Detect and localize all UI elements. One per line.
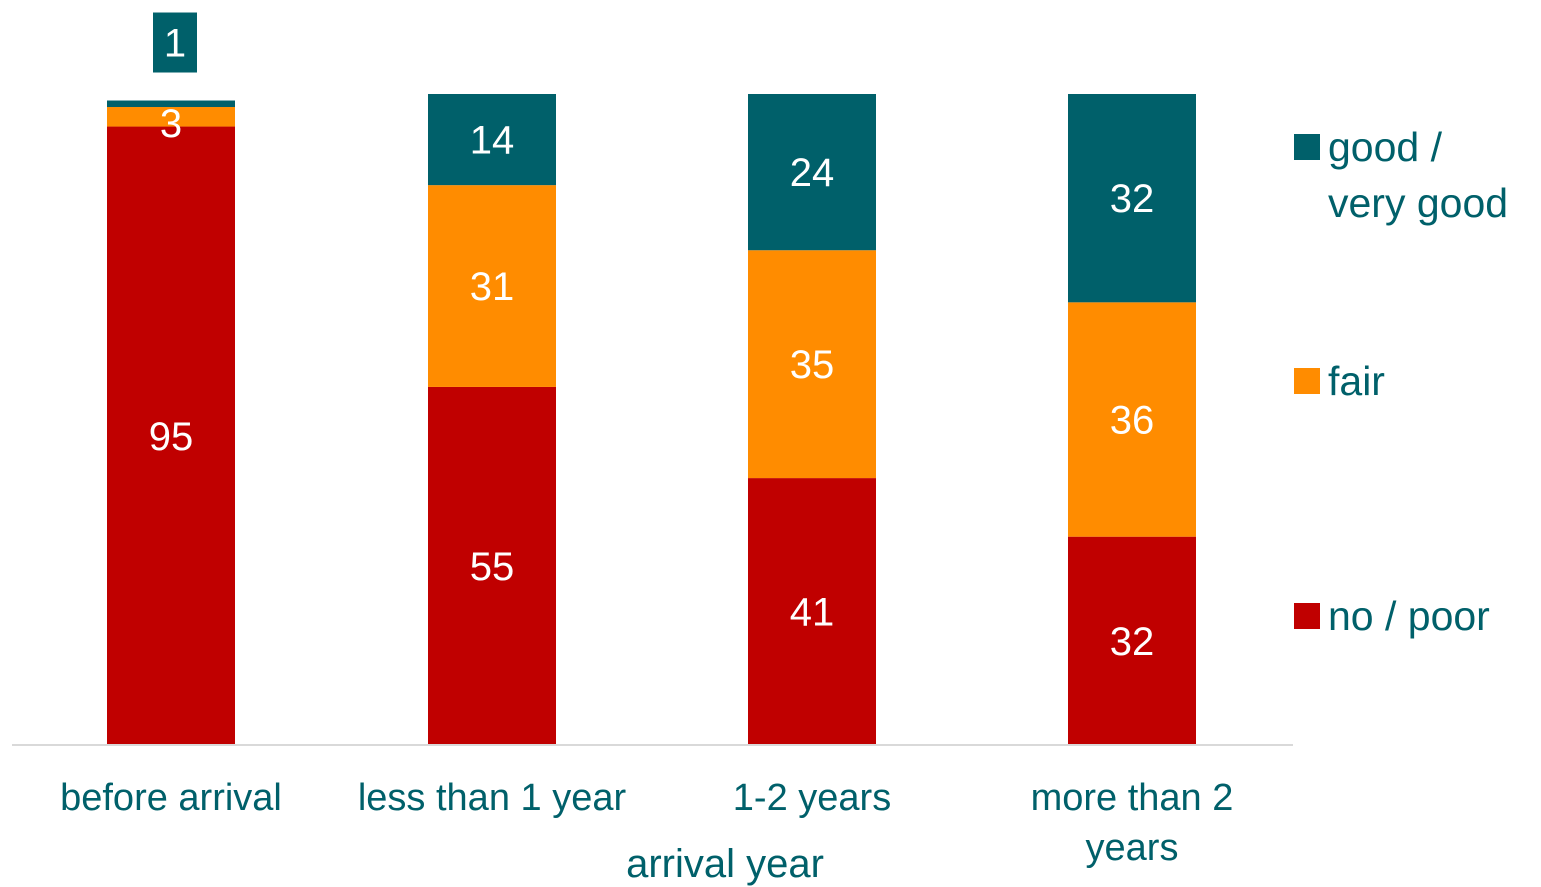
data-label-box <box>153 12 197 73</box>
bar-segment <box>1068 94 1196 303</box>
legend-swatch <box>1294 134 1320 160</box>
data-label: 24 <box>790 151 835 195</box>
bar-segment <box>107 126 235 746</box>
data-label: 36 <box>1110 399 1155 443</box>
data-label: 14 <box>470 119 515 163</box>
bar-segment <box>748 478 876 745</box>
bar-segment <box>428 386 556 745</box>
data-label: 31 <box>470 265 515 309</box>
bar-segment <box>428 185 556 387</box>
data-label: 55 <box>470 545 515 589</box>
legend: no / poor fair good / very good <box>1294 124 1508 639</box>
category-label: before arrival <box>60 777 282 819</box>
bar-segment <box>748 94 876 251</box>
category-label: 1-2 years <box>733 777 891 819</box>
data-label: 95 <box>149 415 194 459</box>
data-label: 3 <box>160 102 182 146</box>
legend-swatch <box>1294 603 1320 629</box>
category-label: more than 2 years <box>1031 777 1234 869</box>
legend-label: good / very good <box>1328 124 1508 226</box>
bar-segment <box>1068 536 1196 745</box>
data-label: 35 <box>790 343 835 387</box>
data-label: 32 <box>1110 177 1155 221</box>
legend-swatch <box>1294 368 1320 394</box>
bar-segment <box>107 100 235 108</box>
category-labels: before arrival less than 1 year 1-2 years m… <box>60 777 1233 869</box>
category-label: less than 1 year <box>358 777 627 819</box>
data-label: 1 <box>164 22 186 66</box>
x-axis-title: arrival year <box>626 842 824 886</box>
legend-label: fair <box>1328 358 1385 404</box>
bar-segment <box>107 107 235 127</box>
legend-label: no / poor <box>1328 593 1490 639</box>
bar-segment <box>748 250 876 479</box>
bar-segment <box>1068 302 1196 537</box>
data-label: 32 <box>1110 620 1155 664</box>
data-label: 41 <box>790 591 835 635</box>
bar-segment <box>428 94 556 186</box>
